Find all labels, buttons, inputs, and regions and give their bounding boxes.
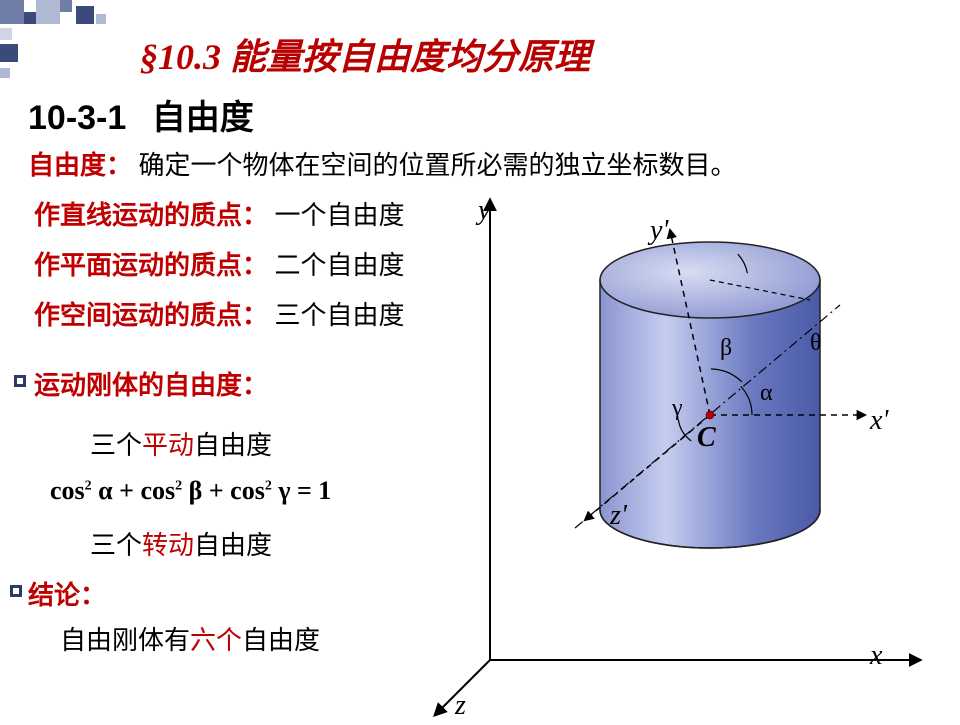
bullet-icon xyxy=(14,375,26,387)
concl-pre: 自由刚体有 xyxy=(60,626,190,655)
subsection-number: 10-3-1 xyxy=(28,99,126,137)
line-spatial: 作空间运动的质点： 三个自由度 xyxy=(34,300,405,331)
axis-xp-label: x' xyxy=(870,405,888,437)
line-planar-value: 二个自由度 xyxy=(275,251,405,280)
direction-cosine-formula: cos2 α + cos2 β + cos2 γ = 1 xyxy=(50,475,331,506)
angle-alpha-label: α xyxy=(760,380,773,407)
line-spatial-label: 作空间运动的质点： xyxy=(34,301,268,330)
slide-decoration-left xyxy=(0,28,18,78)
rigid-body-label: 运动刚体的自由度： xyxy=(34,370,268,401)
line-planar: 作平面运动的质点： 二个自由度 xyxy=(34,250,405,281)
rot-mid: 转动 xyxy=(142,531,194,560)
axis-z-label: z xyxy=(455,690,466,722)
line-linear-value: 一个自由度 xyxy=(275,201,405,230)
trans-post: 自由度 xyxy=(194,431,272,460)
subsection-name: 自由度 xyxy=(152,100,254,137)
definition-label: 自由度： xyxy=(28,151,132,180)
bullet-icon xyxy=(10,585,22,597)
section-title: §10.3 能量按自由度均分原理 xyxy=(140,28,590,80)
angle-gamma-label: γ xyxy=(672,395,683,422)
definition-line: 自由度： 确定一个物体在空间的位置所必需的独立坐标数目。 xyxy=(28,150,737,181)
concl-post: 自由度 xyxy=(242,626,320,655)
slide-decoration-top xyxy=(0,0,106,24)
trans-pre: 三个 xyxy=(90,431,142,460)
angle-beta-label: β xyxy=(720,335,732,362)
axis-y-label: y xyxy=(478,195,490,227)
line-spatial-value: 三个自由度 xyxy=(275,301,405,330)
line-planar-label: 作平面运动的质点： xyxy=(34,251,268,280)
definition-text: 确定一个物体在空间的位置所必需的独立坐标数目。 xyxy=(139,151,737,180)
rot-post: 自由度 xyxy=(194,531,272,560)
rotational-dof: 三个转动自由度 xyxy=(90,530,272,561)
line-linear: 作直线运动的质点： 一个自由度 xyxy=(34,200,405,231)
angle-theta-label: θ xyxy=(810,330,822,357)
axis-zp-label: z' xyxy=(610,500,627,532)
axis-yp-label: y' xyxy=(650,215,668,247)
subsection-heading: 10-3-1 自由度 xyxy=(28,90,254,139)
translational-dof: 三个平动自由度 xyxy=(90,430,272,461)
axis-x-label: x xyxy=(870,640,882,672)
rot-pre: 三个 xyxy=(90,531,142,560)
line-linear-label: 作直线运动的质点： xyxy=(34,201,268,230)
point-c-label: C xyxy=(697,422,716,454)
concl-mid: 六个 xyxy=(190,626,242,655)
trans-mid: 平动 xyxy=(142,431,194,460)
conclusion-label: 结论： xyxy=(28,580,106,611)
conclusion-text: 自由刚体有六个自由度 xyxy=(60,625,320,656)
